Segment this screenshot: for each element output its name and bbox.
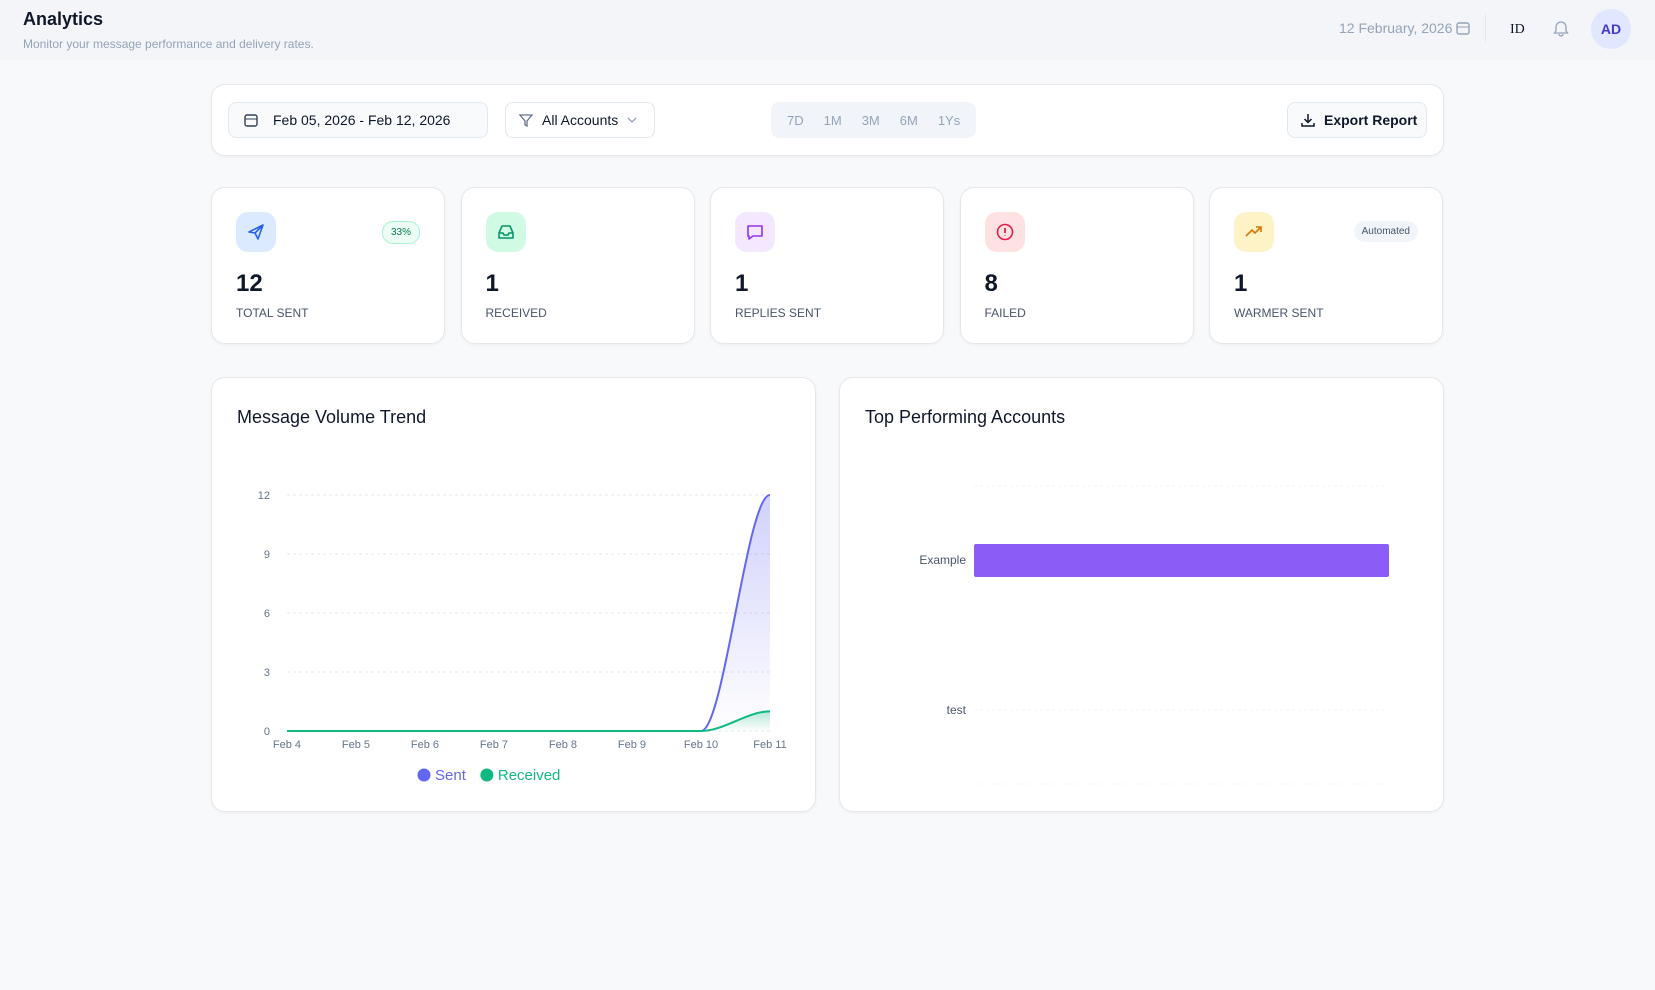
range-option[interactable]: 3M: [861, 112, 880, 128]
legend-swatch: [480, 768, 494, 782]
y-tick-label: test: [947, 703, 967, 717]
language-switch[interactable]: ID: [1510, 22, 1525, 37]
x-tick-label: Feb 8: [549, 739, 577, 751]
icon: [996, 223, 1013, 241]
account-filter-label: All Accounts: [542, 112, 619, 128]
range-option[interactable]: 6M: [899, 112, 918, 128]
y-tick-label: 9: [264, 549, 270, 561]
icon: [248, 224, 264, 240]
date-range: Feb 05, 2026 - Feb 12, 2026: [273, 112, 451, 128]
legend-swatch: [417, 768, 431, 782]
stat-label: TOTAL SENT: [236, 306, 309, 320]
page-title: Analytics: [23, 9, 104, 29]
x-tick-label: Feb 10: [684, 739, 718, 751]
series-area: [287, 711, 770, 731]
icon: [747, 225, 763, 240]
bar-chart-card: Top Performing Accounts Example test: [839, 377, 1444, 812]
range-option[interactable]: 1M: [823, 112, 842, 128]
download-icon: [1301, 114, 1315, 127]
range-option[interactable]: 1Ys: [937, 112, 961, 128]
stat-value: 1: [1234, 270, 1248, 297]
stat-card: 1 RECEIVED: [460, 187, 695, 344]
line-chart-card: Message Volume Trend 0 3 6 9 12 Feb 4 Feb 5 Feb …: [211, 377, 816, 812]
export-label: Export Report: [1324, 112, 1418, 128]
y-tick-label: 12: [258, 490, 270, 502]
icon: [1245, 226, 1262, 237]
stat-value: 1: [485, 270, 499, 297]
filter-icon: [518, 114, 534, 128]
stat-label: FAILED: [984, 306, 1026, 320]
stat-badge: 33%: [381, 221, 420, 244]
legend-label: Received: [498, 767, 561, 784]
account-filter[interactable]: All Accounts: [505, 102, 655, 138]
stat-card: 8 FAILED: [959, 187, 1194, 344]
stat-value: 8: [984, 270, 998, 297]
toolbar: Feb 05, 2026 - Feb 12, 2026 All Accounts…: [211, 84, 1444, 156]
header: Analytics Monitor your message performan…: [0, 0, 1655, 60]
export-button[interactable]: Export Report: [1287, 102, 1427, 138]
icon: [497, 225, 514, 239]
calendar-icon: [244, 114, 258, 127]
bar: [974, 544, 1389, 577]
chart-title: Top Performing Accounts: [865, 407, 1065, 427]
range-option[interactable]: 7D: [787, 112, 804, 128]
stat-card: 33% 12 TOTAL SENT: [211, 187, 445, 344]
legend-label: Sent: [435, 767, 467, 784]
stat-label: RECEIVED: [485, 306, 547, 320]
stat-value: 12: [236, 270, 263, 297]
chevron: [627, 117, 637, 123]
stat-badge: Automated: [1353, 221, 1418, 242]
y-tick-label: 0: [264, 726, 270, 738]
current-date: 12 February, 2026: [1339, 20, 1453, 36]
y-tick-label: Example: [919, 553, 966, 567]
stat-value: 1: [735, 270, 749, 297]
stat-icon: [485, 212, 526, 252]
notification-bell[interactable]: [1552, 19, 1570, 37]
chart-title: Message Volume Trend: [237, 407, 426, 427]
stat-label: REPLIES SENT: [735, 306, 822, 320]
stat-card: Automated 1 WARMER SENT: [1209, 187, 1443, 344]
stat-icon: [1234, 212, 1274, 252]
stat-icon: [236, 212, 276, 252]
stat-icon: [984, 212, 1025, 252]
date-range-picker[interactable]: Feb 05, 2026 - Feb 12, 2026: [228, 102, 488, 138]
series-line: [287, 710, 771, 732]
y-tick-label: 3: [264, 667, 270, 679]
x-tick-label: Feb 5: [342, 739, 370, 751]
divider: [1485, 14, 1486, 42]
range-selector: 7D 1M 3M 6M 1Ys: [771, 102, 977, 138]
x-tick-label: Feb 6: [411, 739, 439, 751]
stat-card: 1 REPLIES SENT: [710, 187, 944, 344]
stat-icon: [735, 212, 775, 252]
x-tick-label: Feb 9: [618, 739, 646, 751]
x-tick-label: Feb 11: [753, 739, 786, 751]
avatar[interactable]: AD: [1591, 9, 1631, 49]
x-tick-label: Feb 7: [480, 739, 508, 751]
page-subtitle: Monitor your message performance and del…: [23, 37, 314, 51]
bar-chart: Top Performing Accounts Example test: [865, 407, 1389, 785]
calendar-icon: [1456, 22, 1470, 35]
x-tick-label: Feb 4: [273, 739, 301, 751]
y-tick-label: 6: [264, 608, 270, 620]
line-chart: Message Volume Trend 0 3 6 9 12 Feb 4 Feb 5 Feb …: [237, 407, 787, 784]
stat-label: WARMER SENT: [1234, 306, 1324, 320]
series-area: [287, 495, 770, 731]
